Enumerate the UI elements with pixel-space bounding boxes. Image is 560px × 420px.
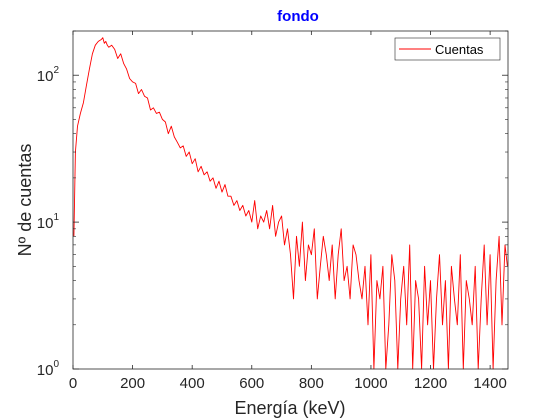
chart-title: fondo [277,8,319,25]
legend-box [394,37,501,61]
x-tick-label: 400 [180,375,205,392]
x-tick-label: 800 [299,375,324,392]
y-tick-label: 101 [37,212,60,232]
legend-entry-cuentas: Cuentas [435,42,484,57]
legend: Cuentas [394,37,501,61]
y-axis-ticks: 100 101 102 [37,30,508,379]
x-tick-label: 1200 [414,375,447,392]
x-tick-label: 0 [69,375,77,392]
x-tick-label: 600 [239,375,264,392]
x-tick-label: 200 [120,375,145,392]
y-tick-label: 100 [37,359,60,379]
series-layer [73,37,508,370]
y-axis-label: Nº de cuentas [15,144,35,257]
axes-frame [72,30,509,370]
x-tick-label: 1400 [473,375,506,392]
x-tick-label: 1000 [354,375,387,392]
x-axis-label: Energía (keV) [234,398,345,418]
series-line-cuentas [73,37,508,370]
y-tick-label: 102 [37,65,60,85]
x-axis-ticks: 0 200 400 600 800 1000 1200 1400 [69,31,507,392]
